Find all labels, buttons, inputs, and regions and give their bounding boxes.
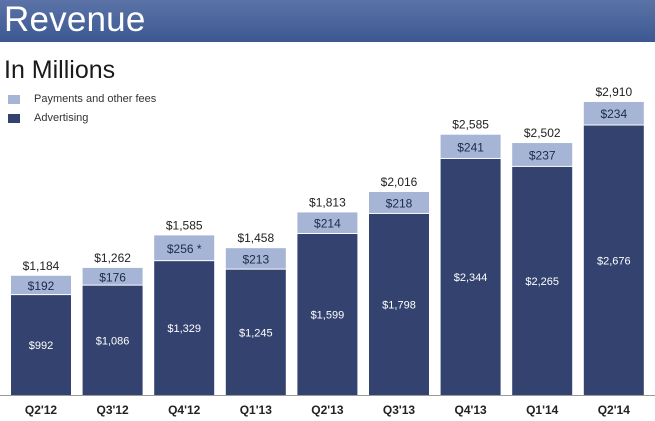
bar-payments — [512, 143, 573, 166]
x-tick-label: Q3'13 — [383, 403, 416, 417]
bar-payments — [82, 267, 143, 285]
x-tick-label: Q4'12 — [168, 403, 201, 417]
data-label-advertising: $1,599 — [311, 309, 345, 321]
header-bar: Revenue — [0, 0, 655, 42]
bar-payments — [297, 212, 358, 233]
bar-advertising — [297, 233, 358, 395]
data-label-payments: $192 — [28, 279, 55, 293]
x-tick-label: Q1'14 — [526, 403, 559, 417]
x-tick-label: Q1'13 — [240, 403, 273, 417]
bar-advertising — [440, 158, 501, 395]
data-label-advertising: $1,086 — [96, 335, 130, 347]
bar-advertising — [512, 166, 573, 395]
legend-swatch-advertising — [8, 113, 20, 123]
data-label-payments: $241 — [457, 140, 484, 154]
data-label-payments: $213 — [242, 252, 269, 266]
x-tick-label: Q2'13 — [311, 403, 344, 417]
data-label-total: $1,585 — [166, 218, 203, 232]
bar-advertising — [154, 261, 215, 395]
data-label-advertising: $1,798 — [382, 299, 416, 311]
x-tick-label: Q2'14 — [598, 403, 631, 417]
data-label-total: $2,910 — [595, 85, 632, 99]
data-label-total: $2,016 — [381, 175, 418, 189]
bar-payments — [440, 134, 501, 158]
bar-payments — [11, 275, 71, 295]
x-tick-label: Q2'12 — [25, 403, 58, 417]
bar-payments — [369, 191, 429, 213]
data-label-total: $1,262 — [94, 251, 131, 265]
data-label-payments: $176 — [99, 270, 126, 284]
bar-payments — [583, 101, 644, 125]
data-label-total: $1,458 — [237, 231, 274, 245]
data-label-advertising: $992 — [29, 340, 53, 352]
data-label-advertising: $2,344 — [454, 272, 488, 284]
data-label-advertising: $2,265 — [525, 276, 559, 288]
bar-advertising — [583, 125, 644, 396]
data-label-advertising: $1,245 — [239, 327, 273, 339]
bar-payments — [225, 248, 286, 269]
legend-swatch-payments — [8, 94, 20, 104]
chart-subtitle: In Millions — [4, 56, 116, 84]
bar-payments — [154, 235, 215, 261]
legend-item-advertising: Advertising — [8, 111, 88, 125]
data-label-advertising: $2,676 — [597, 255, 631, 267]
data-label-total: $2,502 — [524, 126, 561, 140]
data-label-advertising: $1,329 — [167, 323, 201, 335]
bar-advertising — [369, 213, 429, 395]
data-label-total: $2,585 — [452, 118, 489, 132]
data-label-payments: $237 — [529, 148, 556, 162]
bar-advertising — [225, 269, 286, 395]
data-label-payments: $218 — [386, 196, 413, 210]
data-label-payments: $214 — [314, 217, 341, 231]
x-tick-label: Q3'12 — [96, 403, 129, 417]
legend-item-payments: Payments and other fees — [8, 92, 156, 106]
data-label-total: $1,813 — [309, 195, 346, 209]
x-tick-label: Q4'13 — [454, 403, 487, 417]
bar-advertising — [11, 295, 71, 395]
bar-advertising — [82, 285, 143, 395]
data-label-payments: $256 * — [167, 242, 202, 256]
legend-label-payments: Payments and other fees — [34, 93, 157, 105]
data-label-total: $1,184 — [23, 259, 60, 273]
legend-label-advertising: Advertising — [34, 112, 89, 124]
page-title: Revenue — [4, 0, 146, 39]
data-label-payments: $234 — [600, 107, 627, 121]
